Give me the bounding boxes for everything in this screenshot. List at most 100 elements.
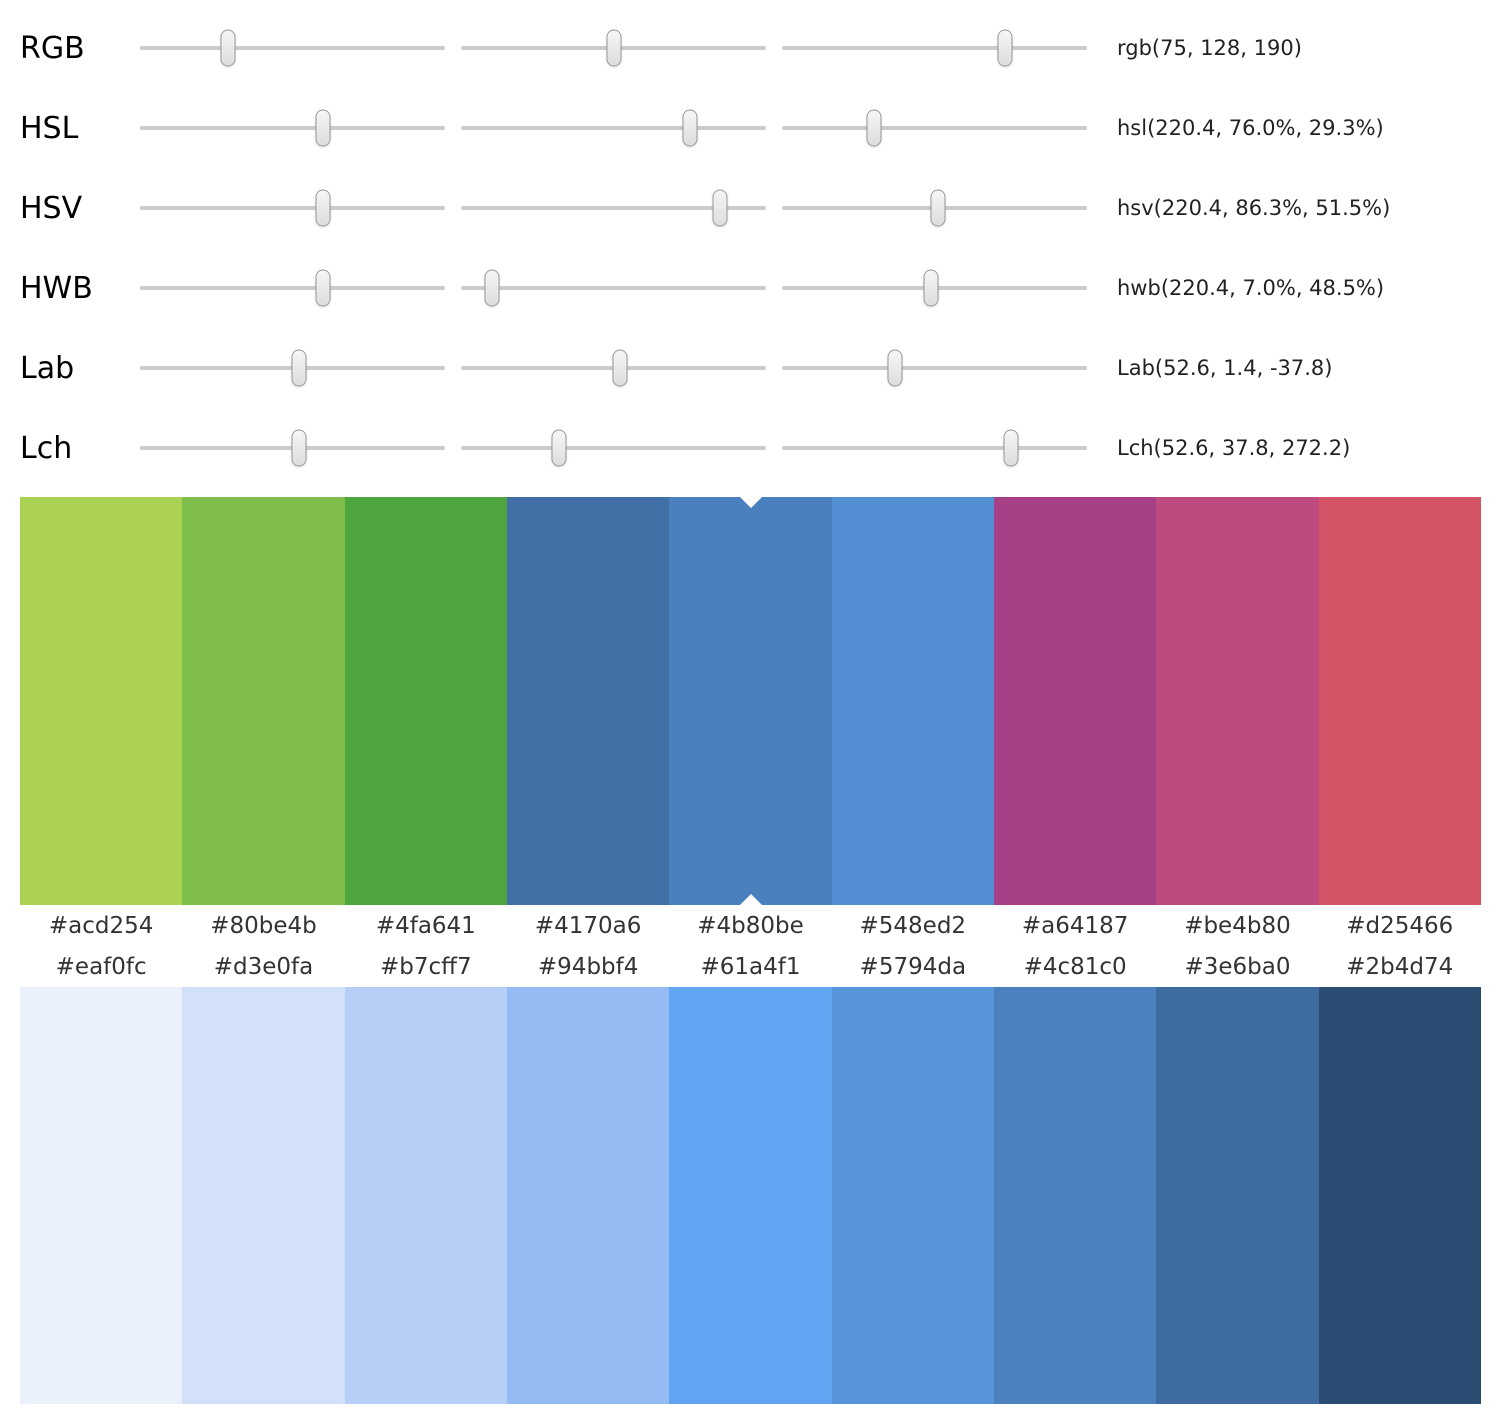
color-value-text: rgb(75, 128, 190) [1117,36,1302,60]
hex-label: #94bbf4 [537,953,639,980]
palette-swatch[interactable] [182,497,345,905]
palette-swatch[interactable] [993,497,1157,905]
bottom-palette [20,987,1481,1404]
hex-label: #eaf0fc [55,953,147,980]
slider-thumb[interactable] [315,269,331,307]
palette-swatch[interactable] [344,497,507,905]
slider-thumb[interactable] [1003,429,1019,467]
slider-thumb[interactable] [315,189,331,227]
slider-track [782,126,1087,130]
slider[interactable] [140,346,445,390]
palette-swatch[interactable] [344,987,507,1404]
slider-thumb[interactable] [291,429,307,467]
hex-label: #4170a6 [534,912,642,939]
slider[interactable] [782,186,1087,230]
color-value-text: hwb(220.4, 7.0%, 48.5%) [1117,276,1385,300]
top-palette [20,497,1481,905]
palette-swatch[interactable] [1156,987,1319,1404]
slider-thumb[interactable] [887,349,903,387]
slider-thumb[interactable] [997,29,1013,67]
slider[interactable] [782,426,1087,470]
palette-swatch[interactable] [831,497,994,905]
slider-row-rgb: RGB rgb(75, 128, 190) [20,8,1501,88]
slider-row-hsl: HSL hsl(220.4, 76.0%, 29.3%) [20,88,1501,168]
slider-track [461,286,766,290]
slider[interactable] [140,106,445,150]
slider[interactable] [461,186,766,230]
palette-swatch[interactable] [1318,987,1481,1404]
slider-row-hsv: HSV hsv(220.4, 86.3%, 51.5%) [20,168,1501,248]
hex-label: #acd254 [48,912,154,939]
color-value-text: Lab(52.6, 1.4, -37.8) [1117,356,1333,380]
slider-track [140,46,445,50]
slider-thumb[interactable] [682,109,698,147]
palette-swatch[interactable] [831,987,994,1404]
hex-label: #2b4d74 [1346,953,1454,980]
slider[interactable] [461,106,766,150]
slider[interactable] [782,26,1087,70]
palette-swatch[interactable] [669,987,832,1404]
slider-thumb[interactable] [712,189,728,227]
slider-thumb[interactable] [923,269,939,307]
slider-thumb[interactable] [220,29,236,67]
slider[interactable] [461,26,766,70]
slider[interactable] [782,106,1087,150]
slider-row-lab: Lab Lab(52.6, 1.4, -37.8) [20,328,1501,408]
color-value-text: Lch(52.6, 37.8, 272.2) [1117,436,1351,460]
hex-label: #4fa641 [375,912,476,939]
slider-thumb[interactable] [866,109,881,147]
palette-swatch[interactable] [1156,497,1319,905]
color-value-text: hsl(220.4, 76.0%, 29.3%) [1117,116,1384,140]
slider[interactable] [140,426,445,470]
slider-thumb[interactable] [315,109,331,147]
palette-swatch[interactable] [506,987,670,1404]
top-palette-hex-row: #acd254 #80be4b #4fa641 #4170a6 #4b80be #548e… [20,905,1481,946]
slider[interactable] [461,346,766,390]
color-value-text: hsv(220.4, 86.3%, 51.5%) [1117,196,1391,220]
slider-track [140,286,445,290]
palette-swatch[interactable] [20,497,183,905]
slider-thumb[interactable] [612,349,628,387]
slider[interactable] [140,26,445,70]
slider-thumb[interactable] [606,29,621,67]
slider-track [461,126,766,130]
slider-row-lch: Lch Lch(52.6, 37.8, 272.2) [20,408,1501,488]
palette-swatch[interactable] [20,987,183,1404]
slider-thumb[interactable] [291,349,307,387]
slider-track [782,446,1087,450]
slider-track [140,126,445,130]
slider-track [461,446,766,450]
hex-label: #d3e0fa [213,953,314,980]
slider[interactable] [782,346,1087,390]
slider-row-hwb: HWB hwb(220.4, 7.0%, 48.5%) [20,248,1501,328]
hex-label: #548ed2 [859,912,967,939]
slider[interactable] [140,266,445,310]
palette-swatch[interactable] [669,497,832,905]
color-slider-panel: RGB rgb(75, 128, 190) HSL hsl(220.4, 76.0%,… [0,0,1501,488]
hex-label: #be4b80 [1184,912,1291,939]
selection-notch-bottom [739,894,762,905]
slider-track [782,46,1087,50]
slider[interactable] [461,266,766,310]
palette-swatch[interactable] [1318,497,1481,905]
slider-thumb[interactable] [484,269,499,307]
colorspace-label: Lab [20,350,75,386]
colorspace-label: HWB [20,270,93,306]
hex-label: #3e6ba0 [1184,953,1291,980]
slider[interactable] [140,186,445,230]
hex-label: #5794da [859,953,967,980]
slider[interactable] [461,426,766,470]
slider-thumb[interactable] [930,189,946,227]
hex-label: #d25466 [1346,912,1454,939]
slider-track [461,206,766,210]
hex-label: #4c81c0 [1023,953,1127,980]
palette-swatch[interactable] [506,497,670,905]
hex-label: #a64187 [1021,912,1129,939]
palette-swatch[interactable] [993,987,1157,1404]
slider[interactable] [782,266,1087,310]
palette-swatch[interactable] [182,987,345,1404]
colorspace-label: Lch [20,430,73,466]
bottom-palette-hex-row: #eaf0fc #d3e0fa #b7cff7 #94bbf4 #61a4f1 #5794… [20,946,1481,987]
slider-thumb[interactable] [551,429,567,467]
slider-track [140,206,445,210]
